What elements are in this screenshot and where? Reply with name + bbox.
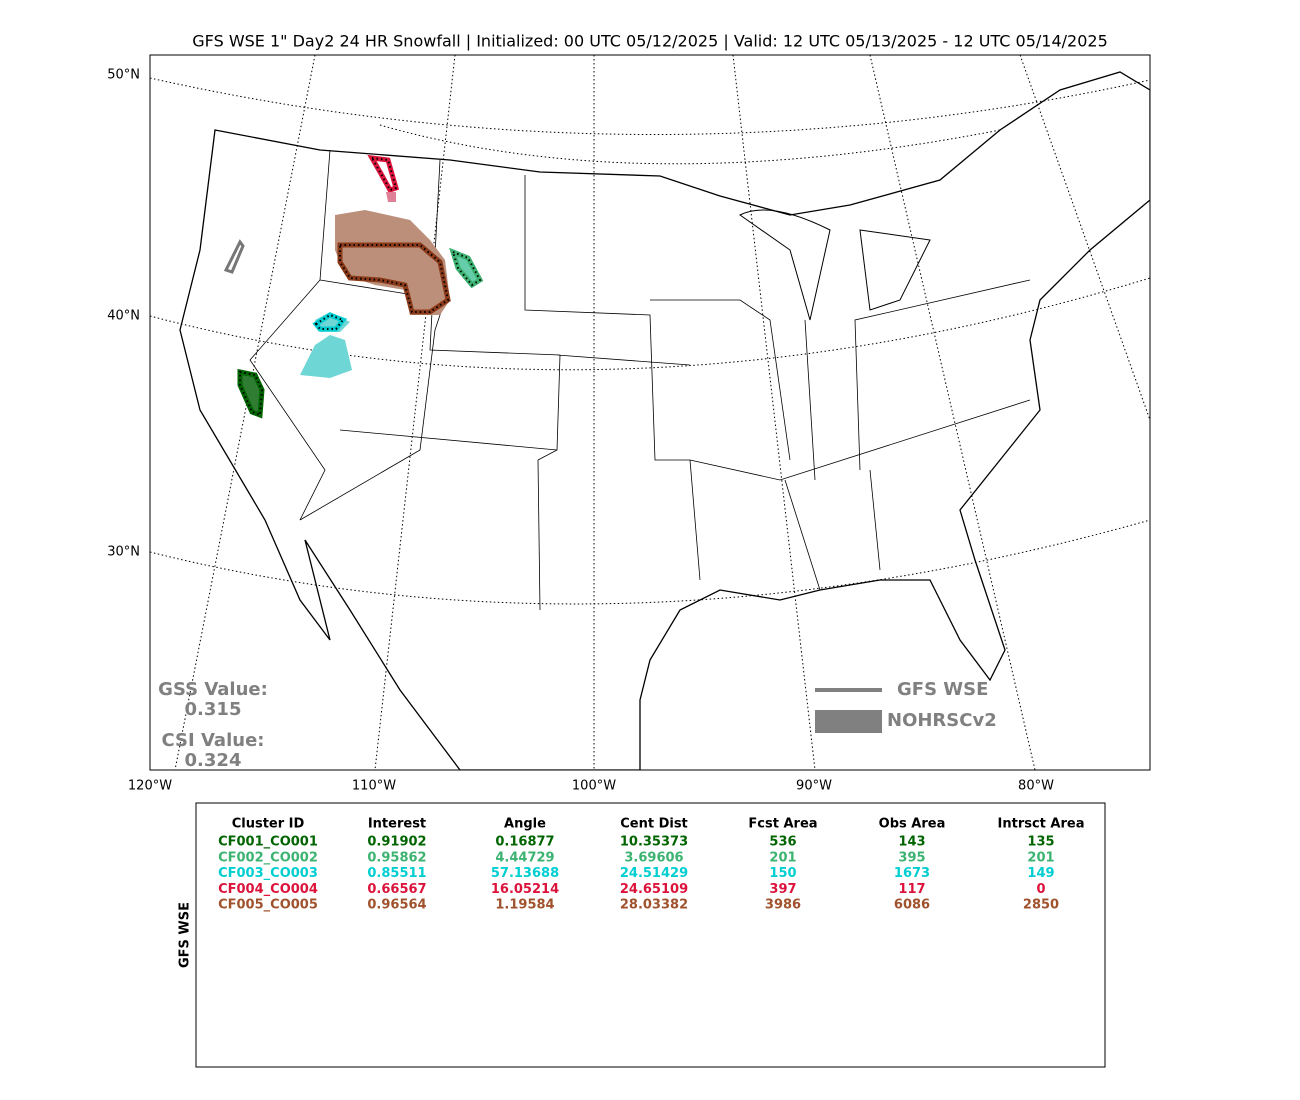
lat-label: 50°N (107, 68, 140, 83)
legend-box (815, 710, 882, 733)
table-cell: 149 (1027, 866, 1054, 881)
fcst-outline-dots (451, 250, 482, 287)
table-cell: 135 (1027, 835, 1054, 850)
table-cell: 0.95862 (367, 850, 426, 865)
table-cell: 150 (769, 866, 796, 881)
table-cell: 4.44729 (495, 850, 554, 865)
meridian (174, 55, 316, 770)
column-header: Fcst Area (748, 817, 817, 832)
table-cell: 117 (898, 882, 925, 897)
table-cell: 2850 (1023, 898, 1059, 913)
table-cell: 3.69606 (624, 850, 683, 865)
score-value: 0.315 (185, 699, 242, 720)
title: GFS WSE 1" Day2 24 HR Snowfall | Initial… (192, 32, 1108, 51)
parallel (150, 519, 1150, 605)
lon-label: 110°W (352, 779, 396, 794)
table-cell: 6086 (894, 898, 930, 913)
legend-label: NOHRSCv2 (887, 710, 997, 731)
table-frame (195, 802, 1106, 1068)
table-cell: 201 (769, 850, 796, 865)
column-header: Cent Dist (620, 817, 688, 832)
table-cell: 0.66567 (367, 882, 426, 897)
column-header: Cluster ID (232, 817, 305, 832)
state-borders (249, 149, 1031, 611)
parallel (150, 77, 1150, 135)
map-frame (149, 54, 1151, 771)
table-cell: 397 (769, 882, 796, 897)
table-side-label: GFS WSE (178, 902, 193, 968)
column-header: Intrsct Area (998, 817, 1085, 832)
fcst-outline (223, 239, 245, 274)
score-label: GSS Value: (158, 679, 268, 700)
lat-label: 30°N (107, 545, 140, 560)
table-cell: 201 (1027, 850, 1054, 865)
table-cell: 16.05214 (491, 882, 559, 897)
score-value: 0.324 (185, 750, 242, 771)
table-cell: 10.35373 (620, 835, 688, 850)
column-header: Obs Area (879, 817, 946, 832)
table-cell: 0.91902 (367, 835, 426, 850)
legend: GFS WSE NOHRSCv2 (815, 679, 997, 733)
legend-label: GFS WSE (897, 679, 988, 700)
lon-label: 100°W (572, 779, 616, 794)
fcst-outline-dots (314, 313, 345, 330)
fcst-outline (367, 154, 400, 194)
lon-label: 90°W (796, 779, 832, 794)
obs-area (335, 210, 450, 315)
lat-label: 40°N (107, 309, 140, 324)
coastline (179, 71, 1150, 770)
table-cell: 28.03382 (620, 898, 688, 913)
table-cell: CF001_CO001 (218, 835, 318, 850)
table-cell: 1673 (894, 866, 930, 881)
table-cell: 536 (769, 835, 796, 850)
scores: GSS Value:0.315 CSI Value:0.324 (158, 679, 268, 771)
table-body: Cluster ID Interest Angle Cent Dist Fcst Are… (218, 817, 1084, 913)
table-cell: CF004_CO004 (218, 882, 318, 897)
stats-table: GFS WSE Cluster ID Interest Angle Cent Dist… (178, 802, 1106, 1068)
table-cell: CF005_CO005 (218, 898, 318, 913)
lon-label: 80°W (1018, 779, 1054, 794)
table-cell: 143 (898, 835, 925, 850)
table-cell: 3986 (765, 898, 801, 913)
fcst-outline-dots (339, 244, 450, 313)
table-cell: 24.51429 (620, 866, 688, 881)
great-lakes (739, 209, 931, 321)
obs-area (386, 192, 396, 202)
table-cell: CF002_CO002 (218, 850, 318, 865)
score-label: CSI Value: (162, 730, 265, 751)
column-header: Interest (368, 817, 426, 832)
table-cell: 24.65109 (620, 882, 688, 897)
lon-labels: 120°W 110°W 100°W 90°W 80°W (128, 779, 1054, 794)
table-cell: 0.85511 (367, 866, 426, 881)
column-header: Angle (504, 817, 546, 832)
fcst-outline-dots (239, 370, 264, 417)
table-cell: CF003_CO003 (218, 866, 318, 881)
table-cell: 1.19584 (495, 898, 554, 913)
table-cell: 57.13688 (491, 866, 559, 881)
map: 50°N 40°N 30°N 120°W 110°W 100°W 90°W 80°W GSS… (107, 54, 1151, 794)
table-cell: 0.16877 (495, 835, 554, 850)
table-cell: 395 (898, 850, 925, 865)
table-cell: 0.96564 (367, 898, 426, 913)
parallel (379, 124, 1001, 165)
lon-label: 120°W (128, 779, 172, 794)
meridian (1019, 55, 1150, 421)
table-cell: 0 (1036, 882, 1045, 897)
lat-labels: 50°N 40°N 30°N (107, 68, 140, 560)
